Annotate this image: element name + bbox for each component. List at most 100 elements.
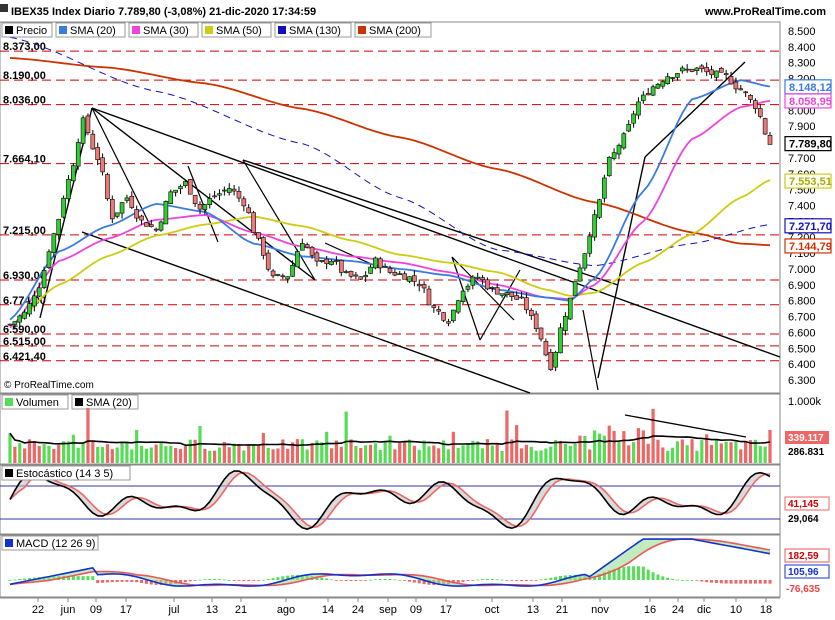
volume-bar xyxy=(490,445,494,463)
x-axis-tick-label: 17 xyxy=(440,604,452,616)
candle-body xyxy=(207,198,213,205)
candle-body xyxy=(265,252,271,270)
candle-body xyxy=(358,276,364,280)
candle-body xyxy=(455,300,461,313)
price-value-badges: 8.148,12 8.058,95 7.789,80 7.553,51 7.271,70… xyxy=(784,79,832,254)
volume-bar xyxy=(563,443,567,463)
legend-swatch-sma20 xyxy=(59,26,67,34)
volume-bar xyxy=(222,441,226,463)
volume-bar xyxy=(96,446,100,463)
candle-body xyxy=(56,218,62,235)
ma-line-130 xyxy=(9,36,771,267)
volume-bar xyxy=(130,449,134,463)
macd-hist-bar xyxy=(183,580,187,583)
volume-bar xyxy=(593,430,597,463)
volume-bar xyxy=(437,448,441,463)
macd-hist-bar xyxy=(8,580,12,581)
volume-bar xyxy=(325,431,329,463)
volume-bar xyxy=(368,444,373,463)
candle-body xyxy=(100,157,105,173)
candle-body xyxy=(407,276,412,282)
volume-bar xyxy=(373,443,377,463)
legend-swatch-stochastic xyxy=(5,469,13,477)
level-lines: 8.373,00 8.190,00 8.036,00 7.664,10 7.215,00… xyxy=(0,41,780,363)
price-badge-label: 8.058,95 xyxy=(789,96,832,108)
macd-hist-bar xyxy=(641,566,645,580)
price-badge-label: 7.144,79 xyxy=(789,241,832,253)
volume-bar xyxy=(300,439,304,463)
candle-body xyxy=(163,201,169,225)
volume-bar xyxy=(66,441,71,463)
volume-bar xyxy=(125,442,129,463)
candle-body xyxy=(660,81,666,87)
candle-body xyxy=(192,194,198,204)
volume-bar xyxy=(666,450,670,463)
volume-bar xyxy=(417,449,421,463)
macd-hist-bar xyxy=(524,580,528,582)
candle-body xyxy=(475,276,480,279)
x-axis-tick-label: 18 xyxy=(760,604,772,616)
candle-body xyxy=(655,84,661,89)
volume-bar xyxy=(115,447,119,463)
volume-bar xyxy=(310,442,314,463)
legend-label-sma200: SMA (200) xyxy=(369,25,421,37)
candle-body xyxy=(304,244,310,248)
volume-bar xyxy=(52,448,56,463)
candle-body xyxy=(148,224,154,227)
candle-body xyxy=(51,233,57,253)
macd-hist-bar xyxy=(495,579,499,581)
volume-bar xyxy=(144,448,149,463)
candle-body xyxy=(723,73,729,76)
volume-bar xyxy=(451,431,455,463)
candle-body xyxy=(684,68,690,71)
macd-hist-bar xyxy=(622,566,626,580)
volume-bar xyxy=(42,444,46,463)
level-label: 8.373,00 xyxy=(3,41,46,53)
macd-signal-line xyxy=(9,538,771,587)
macd-hist-bar xyxy=(500,579,504,581)
macd-hist-bar xyxy=(646,569,650,580)
candle-body xyxy=(636,101,641,116)
volume-bar xyxy=(480,448,485,463)
candle-body xyxy=(61,197,66,218)
volume-bar xyxy=(568,445,572,463)
candle-body xyxy=(621,133,627,149)
volume-bar xyxy=(607,425,611,463)
x-axis-tick-label: jul xyxy=(167,604,179,616)
volume-badge-last-label: 339.117 xyxy=(788,433,824,444)
candle-body xyxy=(465,285,471,290)
volume-bar xyxy=(753,439,757,463)
november-support-trendline xyxy=(597,156,646,379)
macd-hist-bar xyxy=(286,575,290,580)
macd-hist-bar xyxy=(471,580,475,581)
candle-body xyxy=(373,257,378,269)
macd-hist-bar xyxy=(700,580,704,582)
macd-hist-bar xyxy=(559,576,563,580)
volume-bar xyxy=(529,446,533,463)
stochastic-k-line xyxy=(9,470,771,530)
volume-bar xyxy=(339,446,343,463)
candle-body xyxy=(446,321,451,324)
legend-swatch-macd xyxy=(5,539,13,547)
candle-body xyxy=(158,221,164,231)
candle-body xyxy=(75,142,81,167)
candle-body xyxy=(280,275,286,278)
candle-body xyxy=(110,199,115,220)
volume-bar xyxy=(266,447,270,463)
candle-body xyxy=(548,351,554,370)
volume-bar xyxy=(378,449,382,463)
volume-bar xyxy=(383,441,387,463)
candle-body xyxy=(309,246,315,256)
candle-body xyxy=(670,77,675,79)
macd-hist-bar xyxy=(597,573,601,580)
price-axis-tick: 7.000 xyxy=(788,264,816,276)
price-axis-tick: 8.400 xyxy=(788,42,816,54)
macd-hist-bar xyxy=(339,580,343,581)
macd-hist-bar xyxy=(739,580,743,584)
volume-bar xyxy=(588,449,592,463)
price-panel: 8.373,00 8.190,00 8.036,00 7.664,10 7.215,00… xyxy=(0,36,781,394)
macd-hist-bar xyxy=(193,580,197,581)
legend-item-sma30 xyxy=(128,22,199,38)
legend-label-volume-sma: SMA (20) xyxy=(86,397,132,409)
